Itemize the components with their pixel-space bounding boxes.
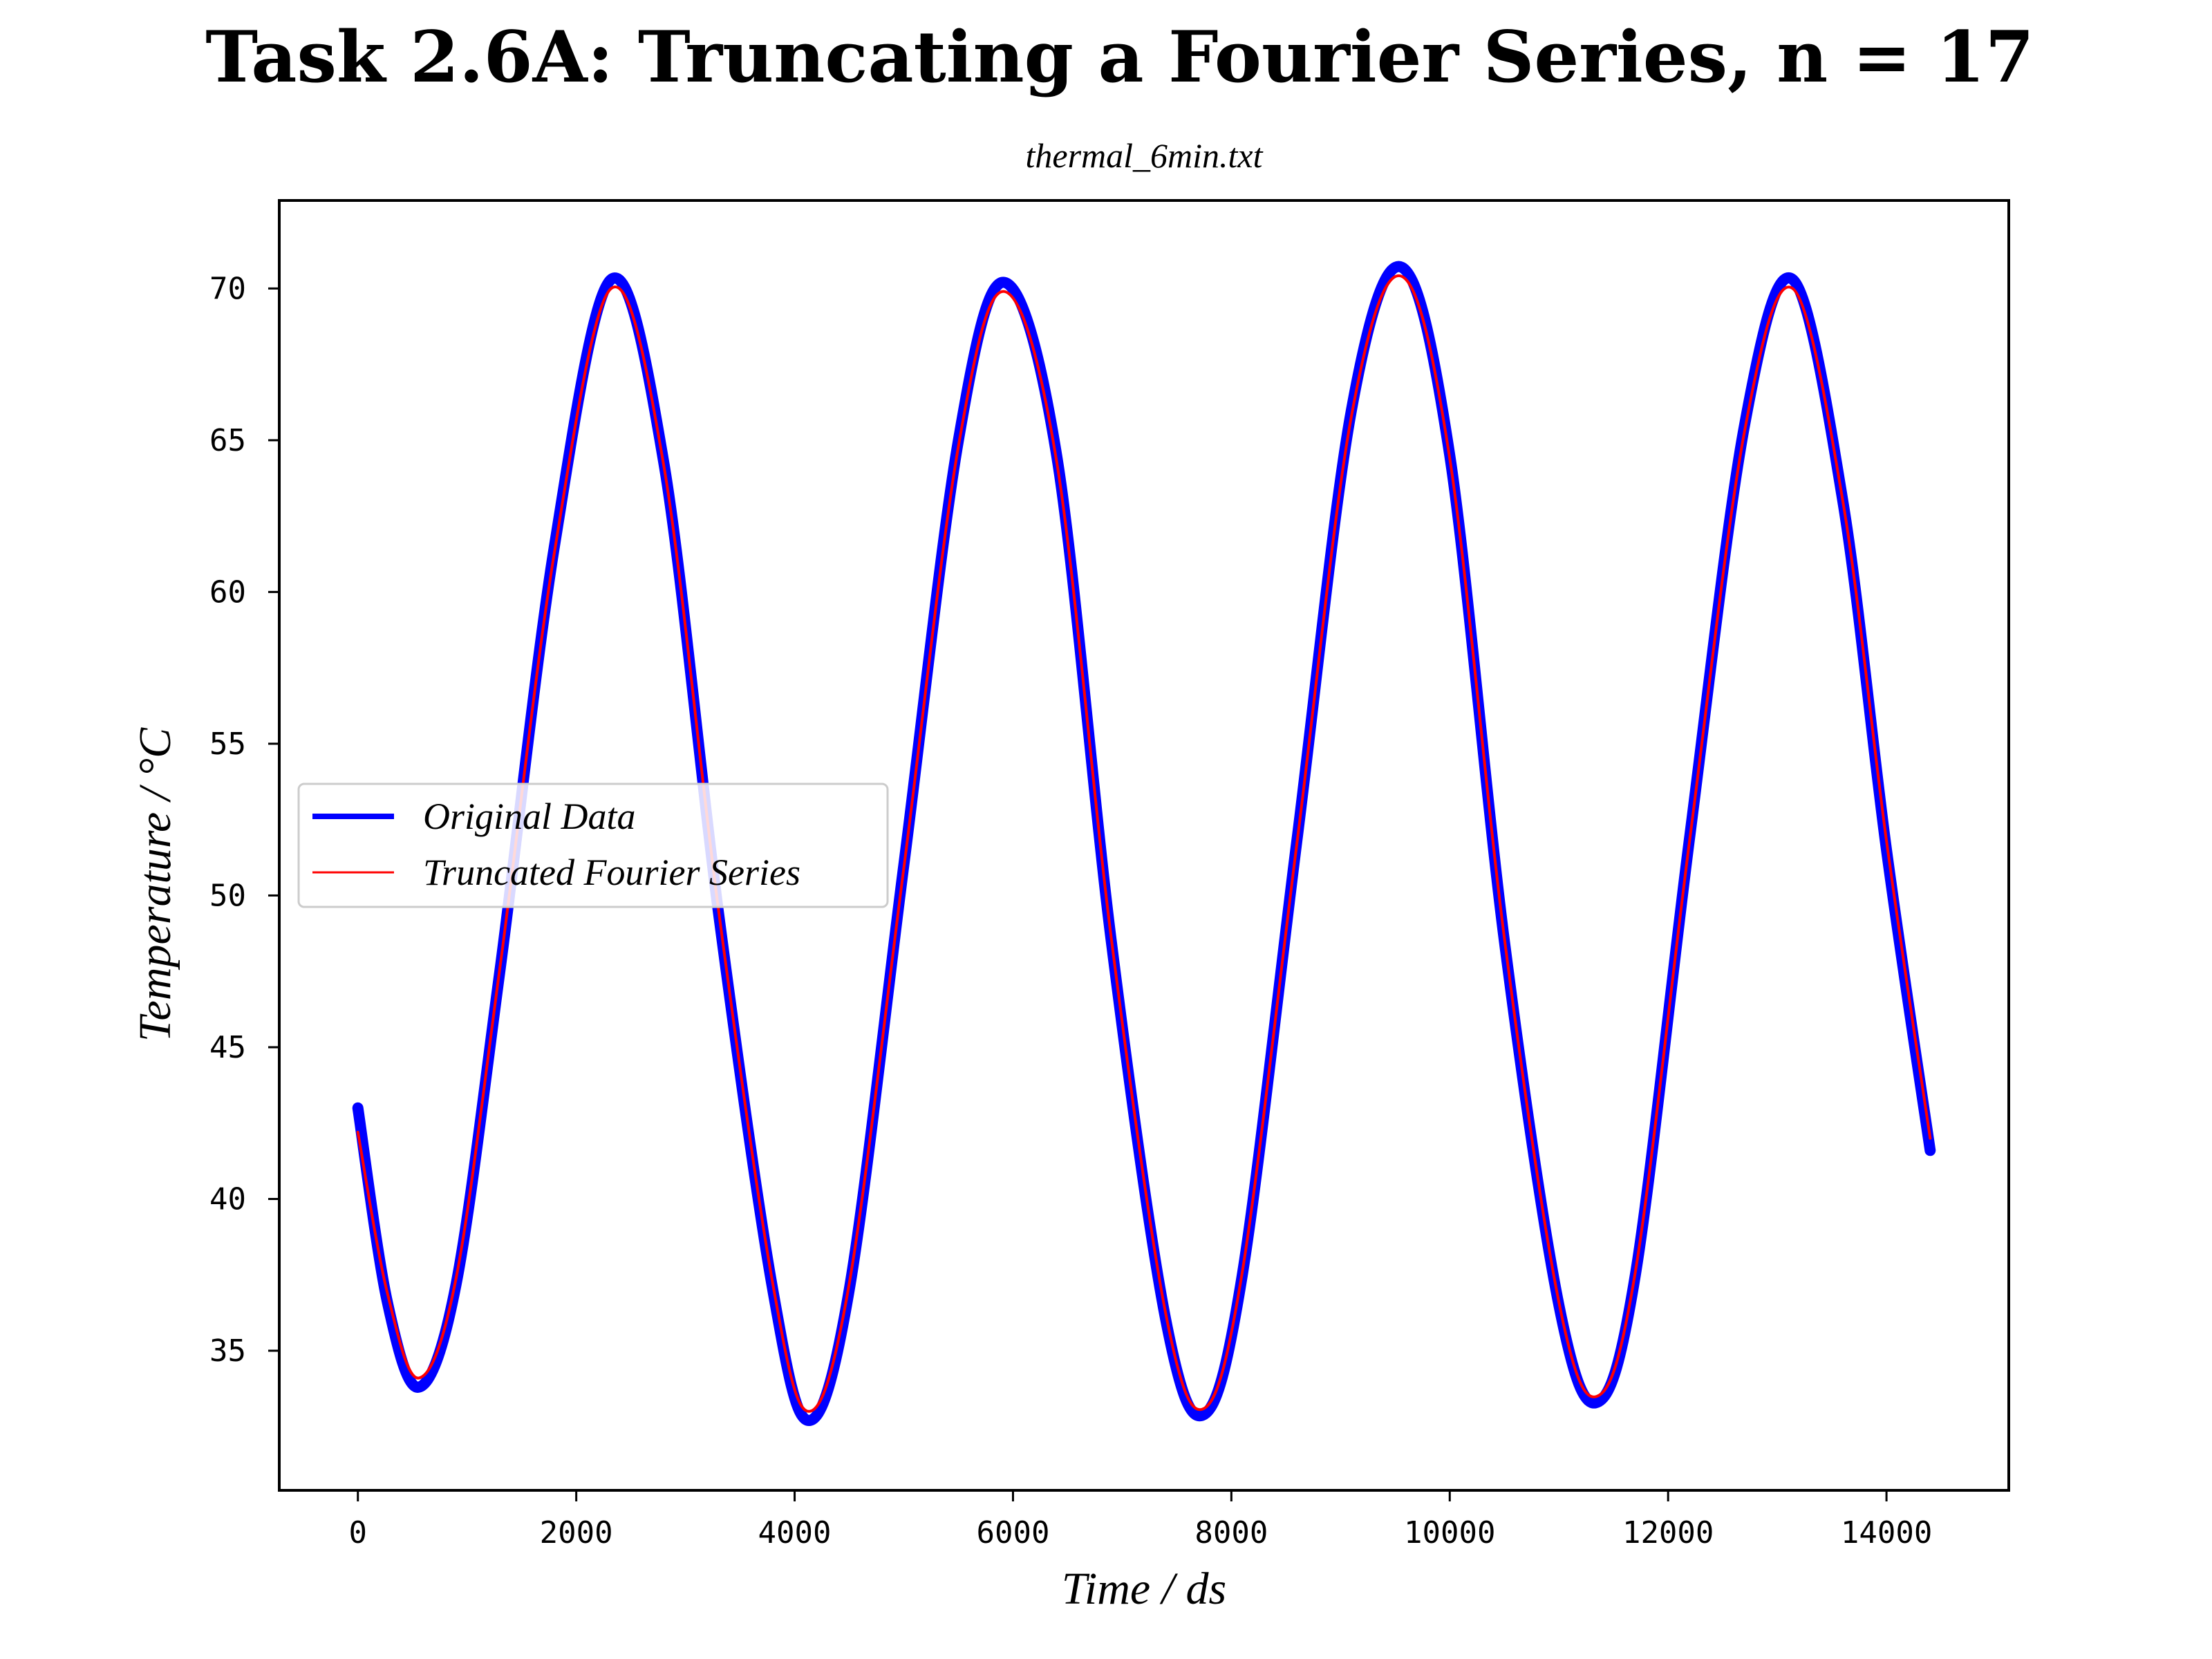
y-tick-label: 45	[209, 1030, 246, 1065]
legend: Original Data Truncated Fourier Series	[297, 782, 889, 908]
x-axis-label: Time / ds	[1062, 1564, 1226, 1614]
y-tick-label: 50	[209, 878, 246, 913]
plot-area	[352, 261, 1936, 1426]
y-tick-label: 70	[209, 271, 246, 306]
series-line-truncated-fourier-series	[356, 274, 1932, 1413]
axes-frame	[278, 199, 2010, 1492]
y-tick-label: 65	[209, 423, 246, 458]
chart-title: Task 2.6A: Truncating a Fourier Series, …	[205, 16, 2034, 99]
x-tick-label: 14000	[1841, 1515, 1932, 1550]
x-tick-label: 0	[348, 1515, 367, 1550]
x-tick-label: 12000	[1622, 1515, 1714, 1550]
y-tick-label: 35	[209, 1333, 246, 1369]
x-tick-label: 4000	[758, 1515, 832, 1550]
y-axis-ticks: 35 40 45 50 55 60 65 70	[209, 271, 279, 1369]
legend-box	[297, 782, 889, 908]
x-tick-label: 2000	[540, 1515, 613, 1550]
y-axis-label: Temperature / °C	[130, 727, 180, 1042]
chart-subtitle: thermal_6min.txt	[1025, 136, 1263, 175]
y-tick-label: 60	[209, 574, 246, 610]
legend-label: Truncated Fourier Series	[423, 852, 800, 893]
legend-label: Original Data	[423, 796, 636, 837]
y-tick-label: 55	[209, 727, 246, 762]
y-tick-label: 40	[209, 1182, 246, 1217]
x-tick-label: 10000	[1404, 1515, 1495, 1550]
x-tick-label: 8000	[1194, 1515, 1268, 1550]
x-tick-label: 6000	[976, 1515, 1049, 1550]
x-axis-ticks: 0 2000 4000 6000 8000 10000 12000 14000	[348, 1490, 1932, 1550]
